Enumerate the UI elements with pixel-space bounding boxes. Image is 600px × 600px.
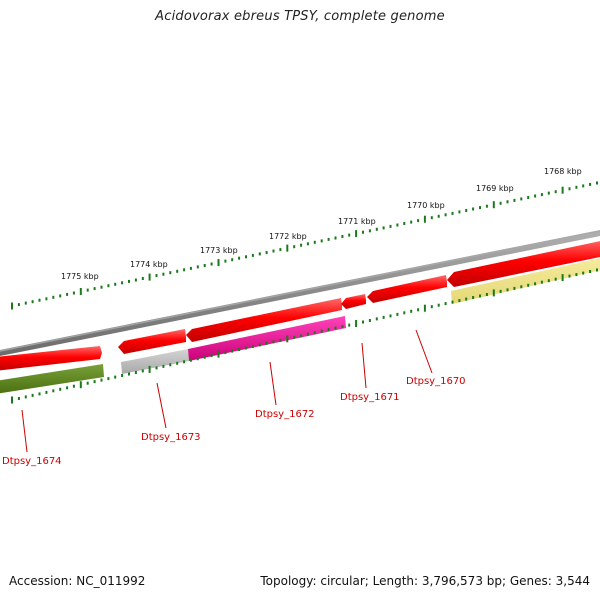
kbp-tick-labels: 1768 kbp 1769 kbp 1770 kbp 1771 kbp 1772… [61, 167, 582, 281]
kbp-label-1769: 1769 kbp [476, 184, 514, 193]
gene-label-dtpsy-1672[interactable]: Dtpsy_1672 [255, 409, 315, 420]
track-segment-green [0, 364, 104, 394]
kbp-label-1773: 1773 kbp [200, 246, 238, 255]
genome-summary-text: Topology: circular; Length: 3,796,573 bp… [260, 574, 590, 588]
kbp-label-1770: 1770 kbp [407, 201, 445, 210]
gene-arrow-dtpsy-1672[interactable] [186, 298, 342, 342]
kbp-label-1768: 1768 kbp [544, 167, 582, 176]
gene-arrow-next[interactable] [447, 239, 600, 287]
kbp-label-1774: 1774 kbp [130, 260, 168, 269]
kbp-label-1775: 1775 kbp [61, 272, 99, 281]
genome-backbone [0, 229, 600, 357]
inner-kbp-ticks [11, 268, 598, 404]
track-segment-pink [188, 316, 346, 361]
gene-arrow-dtpsy-1673[interactable] [118, 329, 186, 354]
gene-label-dtpsy-1673[interactable]: Dtpsy_1673 [141, 432, 201, 443]
gene-label-dtpsy-1674[interactable]: Dtpsy_1674 [2, 456, 62, 467]
gene-label-dtpsy-1670[interactable]: Dtpsy_1670 [406, 376, 466, 387]
gene-arrow-dtpsy-1674[interactable] [0, 346, 102, 371]
category-track [0, 258, 600, 394]
outer-kbp-ticks [11, 181, 598, 310]
gene-label-dtpsy-1671[interactable]: Dtpsy_1671 [340, 392, 400, 403]
gene-arrow-dtpsy-1670[interactable] [367, 275, 447, 303]
gene-arrow-dtpsy-1671[interactable] [341, 294, 366, 309]
accession-text: Accession: NC_011992 [9, 574, 146, 588]
kbp-label-1771: 1771 kbp [338, 217, 376, 226]
gene-arrows [0, 239, 600, 371]
gene-leader-lines [21, 329, 433, 453]
genome-title: Acidovorax ebreus TPSY, complete genome [155, 9, 445, 24]
gene-labels: Dtpsy_1670 Dtpsy_1671 Dtpsy_1672 Dtpsy_1… [2, 376, 466, 467]
track-segment-yellow [451, 258, 600, 304]
kbp-label-1772: 1772 kbp [269, 232, 307, 241]
track-segment-gray [121, 349, 189, 374]
